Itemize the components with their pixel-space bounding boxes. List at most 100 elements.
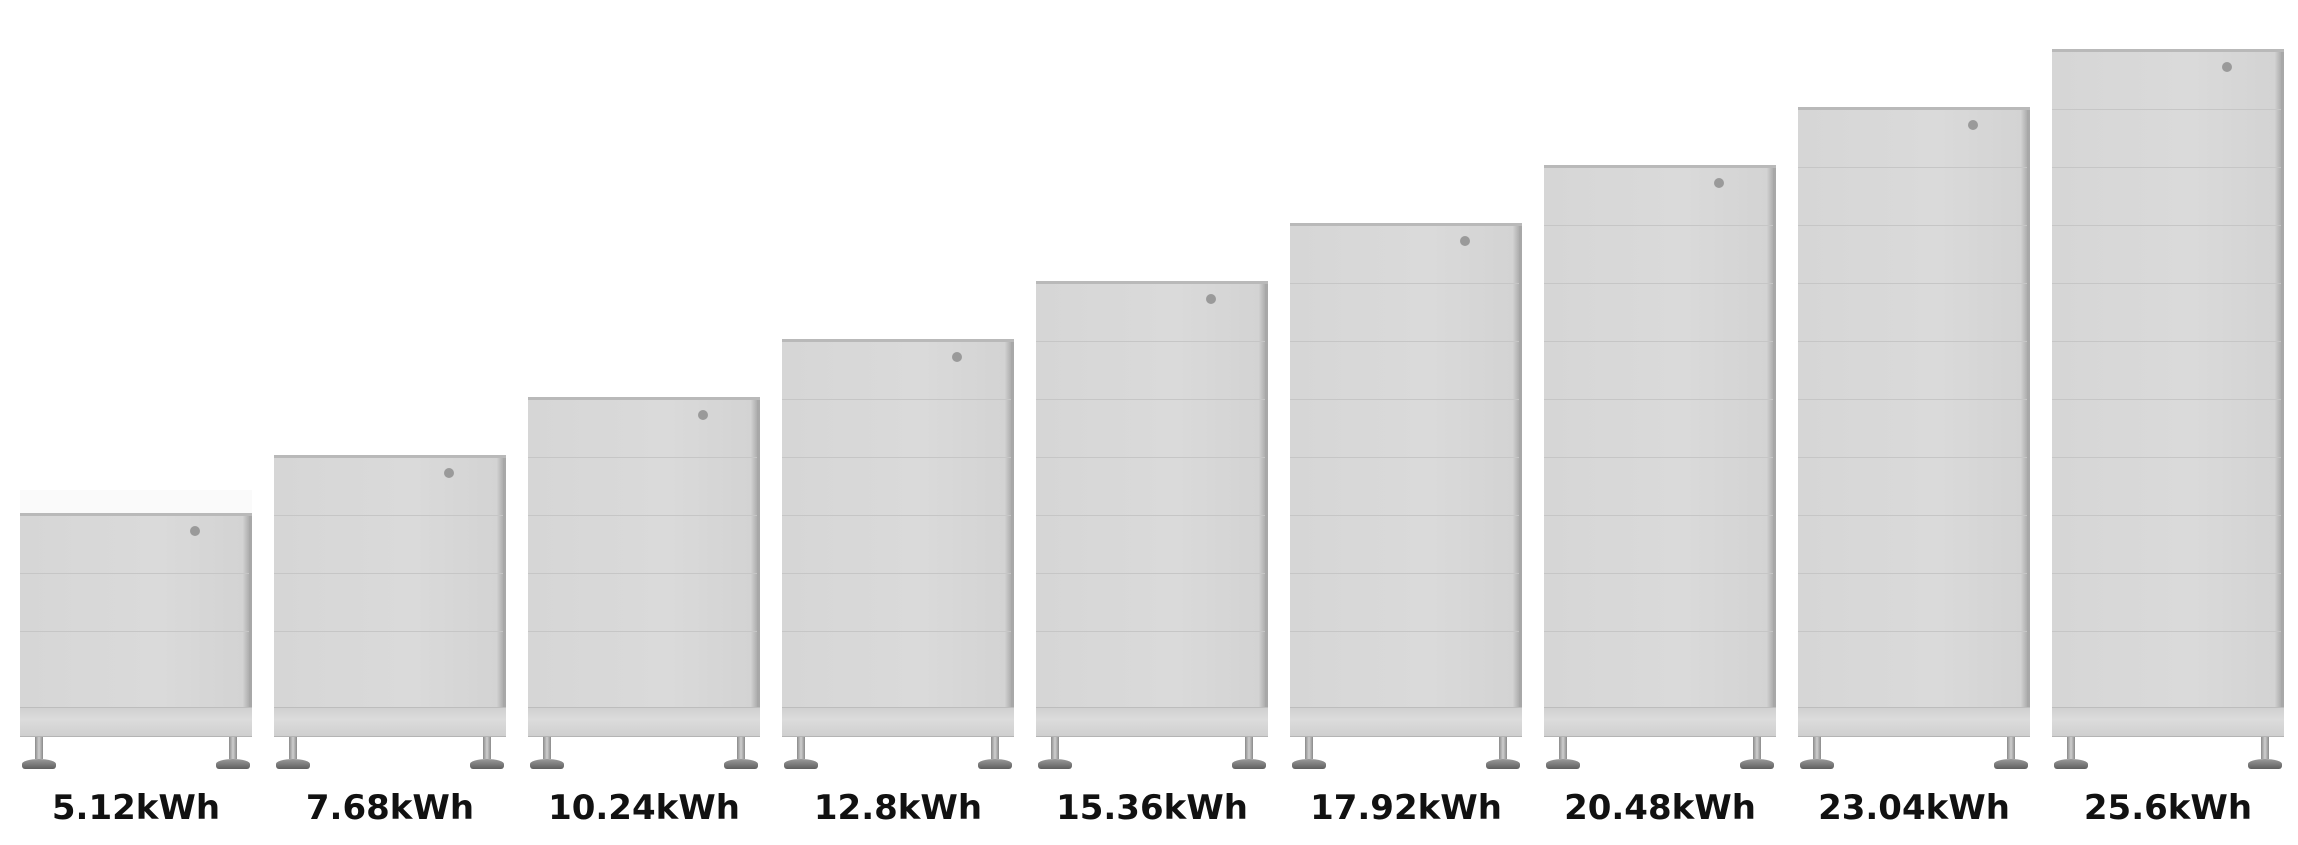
battery-cabinet (2052, 49, 2284, 707)
battery-unit: 5.12kWh (20, 0, 252, 845)
module-divider (1290, 631, 1519, 632)
status-indicator-icon (698, 410, 708, 420)
leveling-foot-icon (216, 737, 250, 769)
battery-cabinet (1290, 223, 1522, 707)
battery-cabinet (782, 339, 1014, 707)
module-divider (782, 399, 1011, 400)
leveling-foot-icon (530, 737, 564, 769)
battery-unit: 20.48kWh (1544, 0, 1776, 845)
module-divider (2052, 225, 2281, 226)
module-divider (274, 515, 503, 516)
battery-unit: 12.8kWh (782, 0, 1014, 845)
module-divider (1036, 457, 1265, 458)
capacity-label: 23.04kWh (1818, 788, 2010, 828)
module-divider (2052, 457, 2281, 458)
capacity-label: 12.8kWh (813, 788, 983, 828)
battery-cabinet (20, 513, 252, 707)
module-divider (528, 515, 757, 516)
status-indicator-icon (1714, 178, 1724, 188)
module-divider (2052, 341, 2281, 342)
battery-unit: 7.68kWh (274, 0, 506, 845)
leveling-foot-icon (2054, 737, 2088, 769)
module-divider (274, 573, 503, 574)
battery-cabinet (1798, 107, 2030, 707)
battery-base (2052, 707, 2284, 737)
leveling-foot-icon (1740, 737, 1774, 769)
module-divider (1798, 341, 2027, 342)
battery-base (274, 707, 506, 737)
status-indicator-icon (1460, 236, 1470, 246)
module-divider (1290, 457, 1519, 458)
leveling-foot-icon (1800, 737, 1834, 769)
module-divider (1290, 515, 1519, 516)
module-divider (1798, 167, 2027, 168)
capacity-label: 10.24kWh (548, 788, 740, 828)
module-divider (1544, 283, 1773, 284)
leveling-foot-icon (276, 737, 310, 769)
leveling-foot-icon (1486, 737, 1520, 769)
leveling-foot-icon (470, 737, 504, 769)
leveling-foot-icon (1546, 737, 1580, 769)
status-indicator-icon (190, 526, 200, 536)
module-divider (1798, 573, 2027, 574)
module-divider (528, 573, 757, 574)
module-divider (1544, 225, 1773, 226)
leveling-foot-icon (784, 737, 818, 769)
status-indicator-icon (952, 352, 962, 362)
battery-unit: 25.6kWh (2052, 0, 2284, 845)
module-divider (1544, 631, 1773, 632)
module-divider (2052, 399, 2281, 400)
module-divider (1798, 457, 2027, 458)
battery-base (20, 707, 252, 737)
capacity-label: 20.48kWh (1564, 788, 1756, 828)
module-divider (2052, 167, 2281, 168)
battery-unit: 10.24kWh (528, 0, 760, 845)
capacity-label: 17.92kWh (1310, 788, 1502, 828)
battery-base (1036, 707, 1268, 737)
module-divider (1036, 399, 1265, 400)
status-indicator-icon (444, 468, 454, 478)
module-divider (1798, 225, 2027, 226)
module-divider (1544, 573, 1773, 574)
leveling-foot-icon (22, 737, 56, 769)
battery-unit: 17.92kWh (1290, 0, 1522, 845)
battery-base (1290, 707, 1522, 737)
module-divider (2052, 515, 2281, 516)
module-divider (1290, 283, 1519, 284)
module-divider (782, 573, 1011, 574)
battery-base (1798, 707, 2030, 737)
leveling-foot-icon (978, 737, 1012, 769)
capacity-label: 5.12kWh (51, 788, 221, 828)
module-divider (1036, 341, 1265, 342)
module-divider (1544, 341, 1773, 342)
module-divider (20, 631, 249, 632)
module-divider (1036, 573, 1265, 574)
battery-base (528, 707, 760, 737)
module-divider (1798, 515, 2027, 516)
status-indicator-icon (1206, 294, 1216, 304)
battery-unit: 23.04kWh (1798, 0, 2030, 845)
module-divider (1544, 399, 1773, 400)
module-divider (782, 631, 1011, 632)
module-divider (2052, 573, 2281, 574)
module-divider (1290, 341, 1519, 342)
battery-unit: 15.36kWh (1036, 0, 1268, 845)
battery-cabinet (528, 397, 760, 707)
module-divider (1290, 573, 1519, 574)
battery-base (782, 707, 1014, 737)
module-divider (1798, 283, 2027, 284)
module-divider (2052, 631, 2281, 632)
leveling-foot-icon (1232, 737, 1266, 769)
module-divider (782, 457, 1011, 458)
module-divider (1544, 457, 1773, 458)
module-divider (2052, 283, 2281, 284)
battery-cabinet (1036, 281, 1268, 707)
module-divider (1798, 631, 2027, 632)
module-divider (528, 457, 757, 458)
module-divider (1798, 399, 2027, 400)
leveling-foot-icon (724, 737, 758, 769)
battery-base (1544, 707, 1776, 737)
module-divider (782, 515, 1011, 516)
module-divider (1290, 399, 1519, 400)
capacity-label: 15.36kWh (1056, 788, 1248, 828)
